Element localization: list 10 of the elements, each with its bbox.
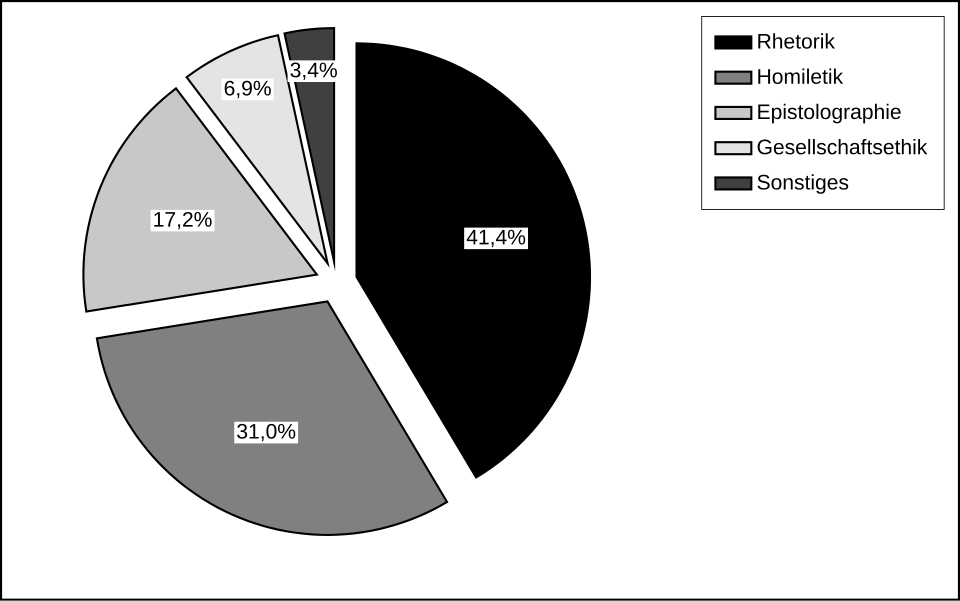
data-label: 31,0% bbox=[237, 424, 296, 442]
data-label: 17,2% bbox=[154, 212, 212, 230]
data-label: 6,9% bbox=[224, 80, 271, 98]
data-label: 41,4% bbox=[466, 230, 526, 248]
data-label: 3,4% bbox=[290, 62, 337, 80]
legend-label: Sonstiges bbox=[758, 174, 848, 194]
legend-label: Rhetorik bbox=[758, 33, 835, 49]
legend-label: Epistolographie bbox=[758, 104, 901, 124]
legend-label: Gesellschaftsethik bbox=[758, 139, 928, 155]
legend-label: Homiletik bbox=[758, 68, 844, 84]
